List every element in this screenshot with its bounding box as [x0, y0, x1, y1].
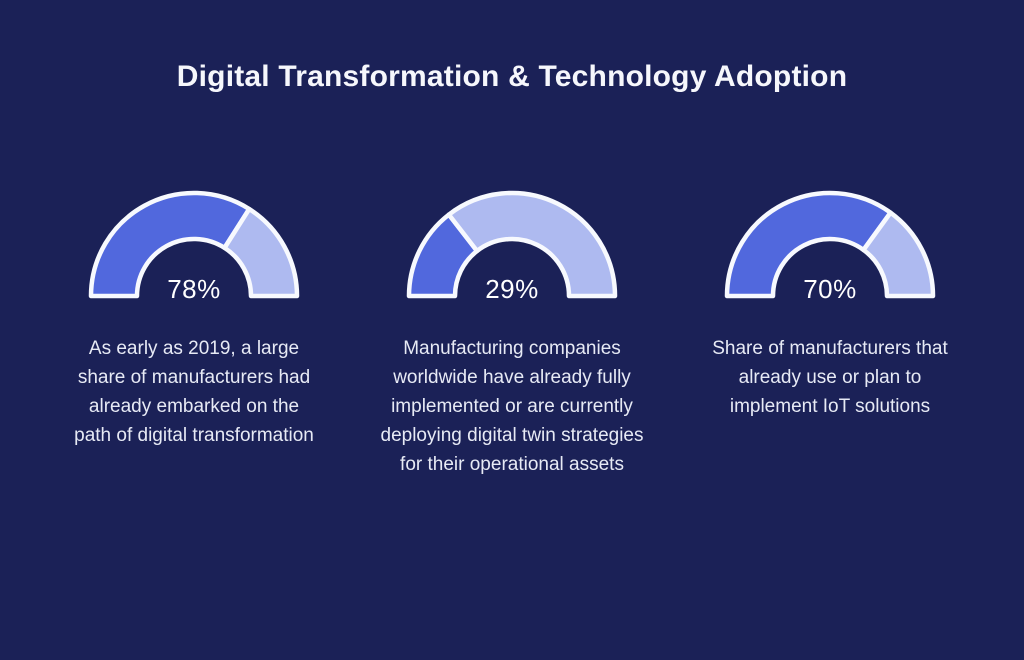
stats-row: 78% As early as 2019, a large share of m… [0, 184, 1024, 479]
stat-card-digital-twin: 29% Manufacturing companies worldwide ha… [362, 184, 662, 479]
gauge-remaining-segment [446, 190, 618, 299]
gauge-chart-3-svg [724, 190, 936, 299]
gauge-remaining-segment [861, 210, 936, 299]
gauge-remaining-segment [222, 206, 300, 299]
gauge-chart-2-svg [406, 190, 618, 299]
gauge-value-label-2: 29% [485, 274, 539, 304]
gauge-chart-1: 78% [88, 184, 300, 304]
gauge-filled-segment [724, 190, 893, 299]
stat-card-digital-transformation: 78% As early as 2019, a large share of m… [44, 184, 344, 479]
gauge-value-label-1: 78% [167, 274, 221, 304]
gauge-chart-1-svg [88, 190, 300, 299]
page-title: Digital Transformation & Technology Adop… [176, 60, 848, 93]
gauge-filled-segment [88, 190, 252, 299]
gauge-value-label-3: 70% [803, 274, 857, 304]
stat-description-3: Share of manufacturers that already use … [712, 338, 948, 417]
stat-card-iot: 70% Share of manufacturers that already … [680, 184, 980, 479]
stat-description-1: As early as 2019, a large share of manuf… [74, 338, 314, 446]
gauge-chart-2: 29% [406, 184, 618, 304]
gauge-chart-3: 70% [724, 184, 936, 304]
stat-description-2: Manufacturing companies worldwide have a… [380, 338, 644, 475]
